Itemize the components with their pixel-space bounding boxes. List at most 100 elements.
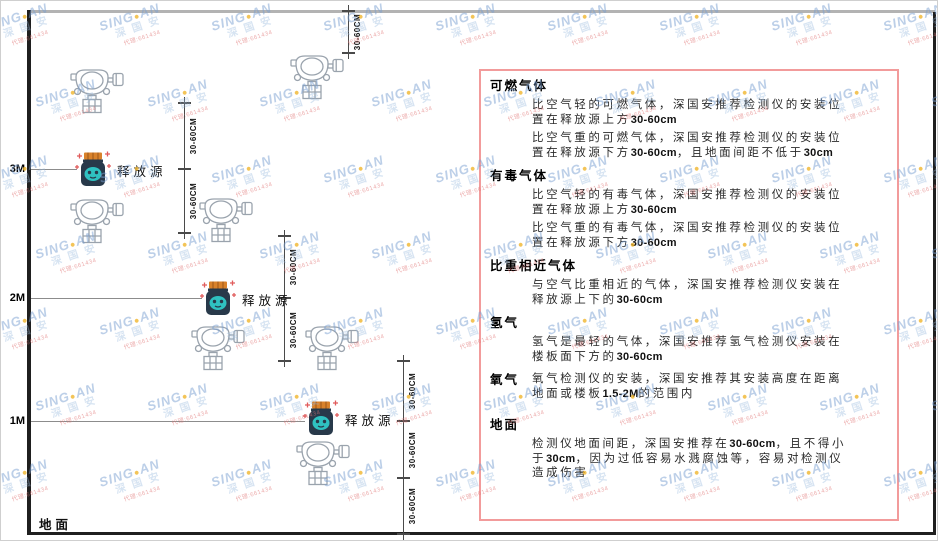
watermark-chinese-text: 深 国 安 (225, 166, 275, 193)
measurement-value: 30-60cm (729, 438, 776, 450)
paragraph-text: 氢气是最轻的气体，深国安推荐氢气检测仪安装在楼板面下方的 (532, 336, 843, 363)
watermark-chinese-text: 深 国 安 (897, 14, 938, 41)
guideline-section: 氢气 氢气是最轻的气体，深国安推荐氢气检测仪安装在楼板面下方的30-60cm (490, 315, 847, 364)
watermark-brand-right: AN (185, 76, 210, 97)
measurement-value: 30-60cm (616, 350, 663, 363)
measurement-value: 1.5-2M (602, 387, 639, 400)
watermark-brand-text: SING●AN (0, 304, 50, 338)
ground-label: 地面 (39, 518, 73, 532)
watermark-brand-text: SING●AN (369, 228, 434, 262)
section-heading: 氢气 (490, 316, 520, 330)
watermark-brand-text: SING●AN (1, 456, 50, 490)
watermark-dot-icon: ● (916, 162, 926, 174)
release-source-icon (74, 151, 112, 189)
watermark-brand-left: SING (33, 84, 72, 110)
dimension-tick (278, 235, 291, 237)
dimension-tick (178, 168, 191, 170)
watermark-dot-icon: ● (468, 466, 478, 478)
watermark-chinese-text: 深 国 安 (449, 14, 499, 41)
section-paragraph: 氢气是最轻的气体，深国安推荐氢气检测仪安装在楼板面下方的30-60cm (490, 335, 847, 364)
watermark-brand-left: SING (33, 388, 72, 414)
watermark-chinese-text: 深 国 安 (337, 14, 387, 41)
watermark-dot-icon: ● (356, 466, 366, 478)
watermark-chinese-text: 深 国 安 (897, 318, 938, 345)
watermark-agent-text: 代理:661434 (347, 181, 386, 200)
watermark-brand-text: SING●AN (209, 152, 274, 186)
guideline-section: 比重相近气体 与空气比重相近的气体，深国安推荐检测仪安装在释放源上下的30-60c… (490, 258, 847, 307)
watermark-chinese-text: 深 国 安 (785, 14, 835, 41)
section-paragraph: 氧气检测仪的安装，深国安推荐其安装高度在距离地面或楼板1.5-2M的范围内 (490, 372, 847, 401)
watermark-brand-right: AN (249, 152, 274, 173)
watermark-brand-text: SING●AN (657, 1, 722, 34)
measurement-value: 30-60cm (630, 113, 677, 126)
watermark-brand-right: AN (297, 380, 322, 401)
watermark-chinese-text: 深 国 安 (385, 90, 435, 117)
watermark-brand-text: SING●AN (209, 1, 274, 34)
watermark-brand-left: SING (257, 388, 296, 414)
watermark-agent-text: 代理:661434 (171, 257, 210, 276)
watermark-dot-icon: ● (356, 162, 366, 174)
gas-detector-icon (288, 51, 346, 101)
watermark-brand-text: SING●AN (97, 1, 162, 34)
watermark-dot-icon: ● (132, 466, 142, 478)
gas-detector-icon (189, 322, 247, 372)
gas-detector-icon (68, 195, 126, 245)
watermark-dot-icon: ● (244, 466, 254, 478)
watermark-agent-text: 代理:661434 (459, 29, 498, 48)
watermark-brand-right: AN (361, 152, 386, 173)
watermark-dot-icon: ● (132, 314, 142, 326)
watermark-brand-left: SING (0, 312, 24, 338)
paragraph-text: ，且地面间距不低于 (676, 146, 804, 159)
watermark-dot-icon: ● (244, 162, 254, 174)
watermark-brand-text: SING●AN (209, 456, 274, 490)
watermark-chinese-text: 深 国 安 (337, 166, 387, 193)
watermark-brand-left: SING (369, 236, 408, 262)
section-heading: 可燃气体 (490, 79, 549, 93)
watermark-agent-text: 代理:661434 (683, 29, 722, 48)
height-label: 1M (9, 415, 25, 427)
gas-detector-icon (294, 437, 352, 487)
watermark-brand-right: AN (297, 228, 322, 249)
watermark-chinese-text: 深 国 安 (225, 470, 275, 497)
gas-detector-icon (68, 65, 126, 115)
watermark-brand-right: AN (409, 76, 434, 97)
measurement-value: 30cm (546, 452, 576, 465)
height-reference-line (31, 421, 305, 422)
height-reference-line (31, 169, 77, 170)
watermark-brand-left: SING (209, 464, 248, 490)
watermark-brand-text: SING●AN (545, 1, 610, 34)
watermark-brand-left: SING (433, 464, 472, 490)
watermark-agent-text: 代理:661434 (235, 29, 274, 48)
watermark-brand-right: AN (73, 380, 98, 401)
dimension-line (403, 355, 404, 540)
dimension-value-label: 30-60CM (408, 487, 417, 525)
watermark-brand-left: SING (321, 160, 360, 186)
watermark-dot-icon: ● (180, 238, 190, 250)
watermark-dot-icon: ● (180, 390, 190, 402)
watermark-brand-text: SING●AN (97, 456, 162, 490)
watermark-brand-left: SING (0, 8, 24, 34)
watermark-agent-text: 代理:661434 (11, 181, 50, 200)
paragraph-text: 的范围内 (638, 387, 695, 400)
measurement-value: 30-60cm (630, 146, 677, 159)
right-wall-line (933, 12, 936, 533)
dimension-value-label: 30-60CM (189, 117, 198, 155)
release-source-icon (199, 280, 237, 318)
guideline-section: 地面 检测仪地面间距，深国安推荐在30-60cm，且不得小于30cm，因为过低容易… (490, 417, 847, 481)
watermark-brand-right: AN (137, 456, 162, 477)
watermark-agent-text: 代理:661434 (11, 333, 50, 352)
watermark-chinese-text: 深 国 安 (561, 14, 611, 41)
watermark-brand-left: SING (145, 388, 184, 414)
watermark-brand-text: SING●AN (321, 152, 386, 186)
watermark-agent-text: 代理:661434 (171, 409, 210, 428)
dimension-tick (342, 10, 355, 12)
